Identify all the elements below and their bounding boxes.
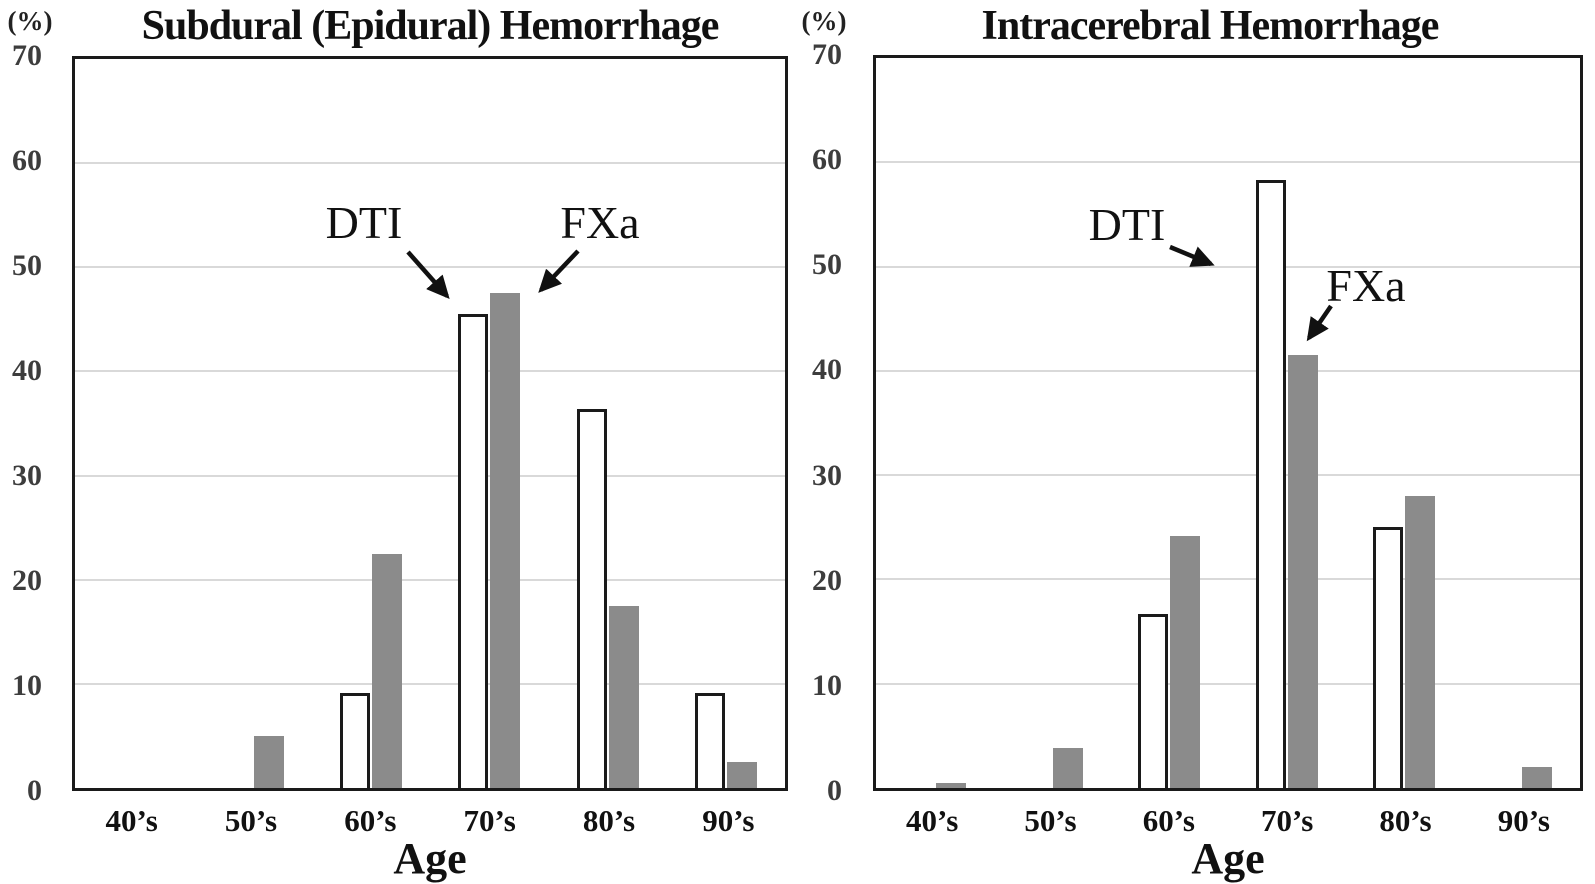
- plot-area: [72, 56, 788, 791]
- series-label-dti: DTI: [1088, 199, 1166, 250]
- x-tick-80s: 80’s: [1379, 803, 1432, 838]
- gridline-30: [75, 474, 785, 477]
- x-tick-40s: 40’s: [906, 803, 959, 838]
- x-tick-60s: 60’s: [1142, 803, 1195, 838]
- gridline-50: [75, 266, 785, 269]
- y-tick-40: 40: [812, 353, 842, 387]
- y-tick-60: 60: [812, 143, 842, 177]
- bar-fxa-40s: [935, 783, 966, 788]
- x-tick-90s: 90’s: [1497, 803, 1550, 838]
- x-tick-80s: 80’s: [582, 803, 636, 838]
- gridline-20: [876, 578, 1580, 581]
- gridline-10: [75, 682, 785, 685]
- bar-fxa-80s: [608, 606, 639, 788]
- y-axis-tick-labels: 70 60 50 40 30 20 10 0: [0, 40, 46, 807]
- y-tick-10: 10: [12, 669, 42, 702]
- bar-dti-60s: [1138, 614, 1169, 788]
- x-tick-40s: 40’s: [105, 803, 158, 838]
- bar-fxa-60s: [371, 554, 402, 788]
- bar-fxa-50s: [253, 736, 284, 788]
- gridline-40: [75, 370, 785, 373]
- gridline-50: [876, 265, 1580, 268]
- x-tick-50s: 50’s: [224, 803, 278, 838]
- y-axis-unit-label: (%): [7, 6, 53, 36]
- bar-fxa-90s: [726, 762, 757, 788]
- x-tick-60s: 60’s: [344, 803, 397, 838]
- y-tick-30: 30: [812, 458, 842, 492]
- bar-dti-80s: [1373, 527, 1403, 788]
- y-tick-50: 50: [12, 249, 42, 282]
- y-tick-50: 50: [812, 248, 842, 282]
- gridline-20: [75, 578, 785, 581]
- y-tick-10: 10: [812, 668, 842, 702]
- bar-fxa-50s: [1053, 748, 1083, 788]
- x-axis-title: Age: [1191, 834, 1265, 883]
- series-label-fxa: FXa: [1326, 260, 1406, 311]
- y-tick-0: 0: [827, 774, 842, 807]
- bar-fxa-80s: [1405, 496, 1435, 788]
- y-axis-tick-labels: 70 60 50 40 30 20 10 0: [800, 39, 846, 807]
- x-tick-90s: 90’s: [702, 803, 755, 838]
- gridline-60: [876, 161, 1580, 164]
- y-tick-20: 20: [812, 563, 842, 597]
- y-tick-70: 70: [12, 39, 42, 72]
- bar-dti-60s: [339, 693, 370, 788]
- y-tick-40: 40: [12, 354, 42, 387]
- gridline-30: [876, 474, 1580, 477]
- y-tick-30: 30: [12, 459, 42, 492]
- bar-fxa-70s: [1287, 355, 1318, 788]
- bar-fxa-60s: [1170, 536, 1201, 788]
- y-tick-20: 20: [12, 564, 42, 597]
- x-axis-tick-labels: 40’s 50’s 60’s 70’s 80’s 90’s: [873, 804, 1583, 840]
- plot-area: [873, 55, 1583, 791]
- bar-fxa-90s: [1522, 767, 1553, 788]
- gridline-40: [876, 369, 1580, 372]
- chart-title: Intracerebral Hemorrhage: [981, 3, 1440, 49]
- x-tick-70s: 70’s: [463, 803, 516, 838]
- x-tick-50s: 50’s: [1024, 803, 1077, 838]
- series-label-fxa: FXa: [560, 197, 640, 248]
- chart-title: Subdural (Epidural) Hemorrhage: [141, 3, 720, 49]
- x-tick-70s: 70’s: [1261, 803, 1314, 838]
- y-tick-60: 60: [12, 144, 42, 177]
- gridline-10: [876, 682, 1580, 685]
- bar-dti-70s: [1255, 180, 1286, 788]
- x-axis-title: Age: [393, 834, 467, 883]
- gridline-60: [75, 162, 785, 165]
- bar-dti-70s: [458, 314, 489, 788]
- bar-dti-80s: [576, 409, 607, 788]
- y-tick-70: 70: [812, 38, 842, 71]
- series-label-dti: DTI: [325, 197, 403, 248]
- bar-fxa-70s: [490, 293, 521, 788]
- y-axis-unit-label: (%): [801, 6, 847, 36]
- y-tick-0: 0: [27, 774, 42, 807]
- x-axis-tick-labels: 40’s 50’s 60’s 70’s 80’s 90’s: [72, 804, 788, 840]
- bar-dti-90s: [694, 693, 725, 788]
